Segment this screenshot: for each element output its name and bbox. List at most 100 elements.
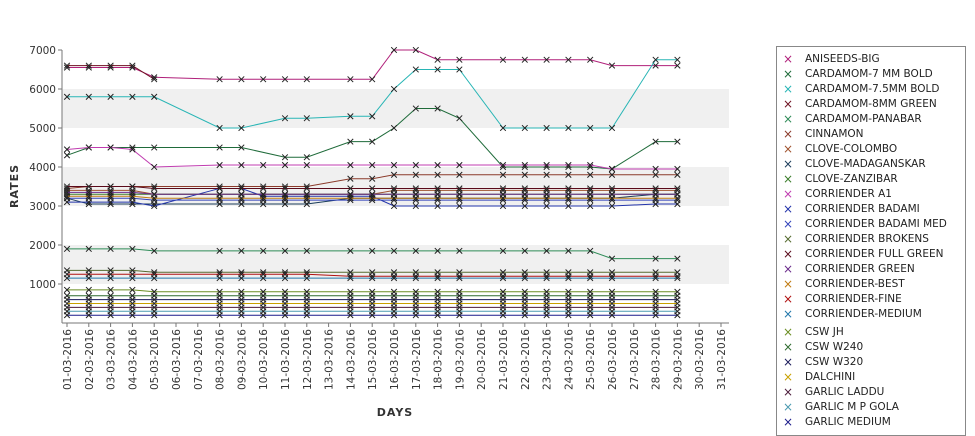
series-corriender-full-green <box>63 183 681 192</box>
data-point-marker <box>390 185 398 192</box>
data-point-marker <box>543 312 550 319</box>
data-point-marker <box>63 193 71 200</box>
data-point-marker <box>565 195 572 202</box>
data-point-marker <box>85 93 92 100</box>
legend-marker-icon: × <box>783 339 794 354</box>
data-point-marker <box>85 245 92 253</box>
data-point-marker <box>652 274 659 282</box>
data-point-marker <box>674 56 681 63</box>
data-point-marker <box>543 195 550 202</box>
data-point-marker <box>674 312 681 319</box>
x-tick-label: 13-03-2016 <box>324 329 336 390</box>
data-point-marker <box>85 144 92 151</box>
legend-item: × CORRIENDER A1 <box>783 186 892 201</box>
data-point-marker <box>456 247 463 255</box>
data-point-marker <box>151 312 158 319</box>
legend-marker-icon: × <box>783 126 794 141</box>
data-point-marker <box>63 312 71 319</box>
data-point-marker <box>456 161 463 169</box>
x-tick-label: 17-03-2016 <box>411 329 423 390</box>
x-tick-label: 27-03-2016 <box>629 329 641 390</box>
data-point-marker <box>151 144 158 151</box>
data-point-marker <box>369 175 376 182</box>
data-point-marker <box>587 247 594 255</box>
series-line <box>67 49 678 80</box>
series-aniseeds-big <box>63 46 681 83</box>
series-cinnamon <box>63 171 681 192</box>
data-point-marker <box>434 274 441 282</box>
data-point-marker <box>608 171 616 178</box>
data-point-marker <box>63 146 71 153</box>
x-tick-label: 29-03-2016 <box>672 329 684 390</box>
data-point-marker <box>107 93 114 100</box>
data-point-marker <box>107 274 114 282</box>
data-point-marker <box>521 124 528 132</box>
legend-marker-icon: × <box>783 111 794 126</box>
data-point-marker <box>521 161 528 169</box>
data-point-marker <box>565 274 572 282</box>
data-point-marker <box>369 247 376 255</box>
data-point-marker <box>303 312 310 319</box>
legend-marker-icon: × <box>783 276 794 291</box>
series-cardamom-7-5mm-bold <box>63 56 681 132</box>
legend-item: × CORRIENDER GREEN <box>783 261 915 276</box>
data-point-marker <box>412 105 419 112</box>
data-point-marker <box>674 255 681 262</box>
data-point-marker <box>674 165 681 173</box>
legend-marker-icon: × <box>783 399 794 414</box>
legend-label: CLOVE-MADAGANSKAR <box>805 157 926 170</box>
data-point-marker <box>521 56 528 63</box>
data-point-marker <box>216 312 223 319</box>
data-point-marker <box>303 154 310 161</box>
data-point-marker <box>499 274 507 282</box>
data-point-marker <box>565 124 572 132</box>
data-point-marker <box>216 161 223 169</box>
legend-item: × CSW JH <box>783 324 844 339</box>
legend-item: × CARDAMOM-7.5MM BOLD <box>783 81 939 96</box>
data-point-marker <box>587 185 594 192</box>
series-line <box>67 195 678 199</box>
legend-label: GARLIC MEDIUM <box>805 415 891 428</box>
data-point-marker <box>129 62 136 69</box>
data-point-marker <box>151 93 158 100</box>
data-point-marker <box>303 195 310 202</box>
x-tick-label: 26-03-2016 <box>607 329 619 390</box>
data-point-marker <box>456 274 463 282</box>
data-point-marker <box>129 93 136 100</box>
data-point-marker <box>674 274 681 282</box>
data-point-marker <box>129 193 136 200</box>
x-tick-label: 11-03-2016 <box>280 329 292 390</box>
data-point-marker <box>587 124 594 132</box>
legend-marker-icon: × <box>783 384 794 399</box>
legend-label: CLOVE-COLOMBO <box>805 142 898 155</box>
data-point-marker <box>456 312 463 319</box>
legend-item: × CORRIENDER BADAMI MED <box>783 216 947 231</box>
x-tick-label: 31-03-2016 <box>716 329 728 390</box>
data-point-marker <box>608 202 616 210</box>
legend-marker-icon: × <box>783 201 794 216</box>
data-point-marker <box>652 255 659 262</box>
x-tick-label: 07-03-2016 <box>193 329 205 390</box>
data-point-marker <box>63 183 71 190</box>
data-point-marker <box>347 138 354 145</box>
data-point-marker <box>543 56 550 63</box>
legend-item: × DALCHINI <box>783 369 855 384</box>
x-tick-label: 22-03-2016 <box>520 329 532 390</box>
data-point-marker <box>412 66 419 73</box>
data-point-marker <box>107 245 114 253</box>
legend-item: × GARLIC MEDIUM <box>783 414 891 429</box>
data-point-marker <box>216 247 223 255</box>
data-point-marker <box>565 202 572 210</box>
data-point-marker <box>587 202 594 210</box>
series-corriender-medium <box>63 274 681 282</box>
data-point-marker <box>281 161 289 169</box>
legend-label: CSW W320 <box>805 355 864 368</box>
data-point-marker <box>608 255 616 262</box>
legend-item: × GARLIC M P GOLA <box>783 399 899 414</box>
data-point-marker <box>238 312 245 319</box>
data-point-marker <box>85 62 92 69</box>
data-point-marker <box>129 183 136 190</box>
data-point-marker <box>521 171 528 178</box>
data-point-marker <box>369 161 376 169</box>
data-point-marker <box>434 56 441 63</box>
